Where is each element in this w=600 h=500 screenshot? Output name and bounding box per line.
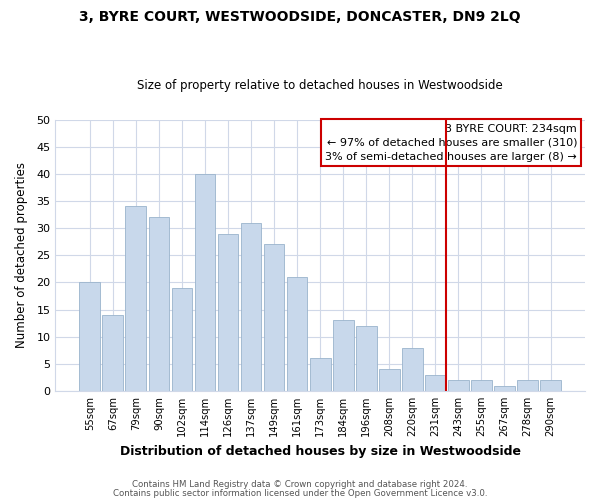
Text: 3, BYRE COURT, WESTWOODSIDE, DONCASTER, DN9 2LQ: 3, BYRE COURT, WESTWOODSIDE, DONCASTER, … [79,10,521,24]
Bar [172,288,192,391]
Bar [540,380,561,391]
Text: Contains public sector information licensed under the Open Government Licence v3: Contains public sector information licen… [113,488,487,498]
Bar [241,222,262,391]
Bar [103,315,123,391]
Bar [448,380,469,391]
Bar [218,234,238,391]
Bar [471,380,492,391]
Bar [333,320,353,391]
Bar [79,282,100,391]
Bar [149,218,169,391]
Bar [517,380,538,391]
X-axis label: Distribution of detached houses by size in Westwoodside: Distribution of detached houses by size … [119,444,521,458]
Bar [425,374,446,391]
Bar [287,277,307,391]
Y-axis label: Number of detached properties: Number of detached properties [15,162,28,348]
Text: Contains HM Land Registry data © Crown copyright and database right 2024.: Contains HM Land Registry data © Crown c… [132,480,468,489]
Text: 3 BYRE COURT: 234sqm
← 97% of detached houses are smaller (310)
3% of semi-detac: 3 BYRE COURT: 234sqm ← 97% of detached h… [325,124,577,162]
Bar [356,326,377,391]
Bar [494,386,515,391]
Bar [402,348,422,391]
Bar [310,358,331,391]
Bar [125,206,146,391]
Bar [194,174,215,391]
Bar [379,369,400,391]
Title: Size of property relative to detached houses in Westwoodside: Size of property relative to detached ho… [137,79,503,92]
Bar [264,244,284,391]
